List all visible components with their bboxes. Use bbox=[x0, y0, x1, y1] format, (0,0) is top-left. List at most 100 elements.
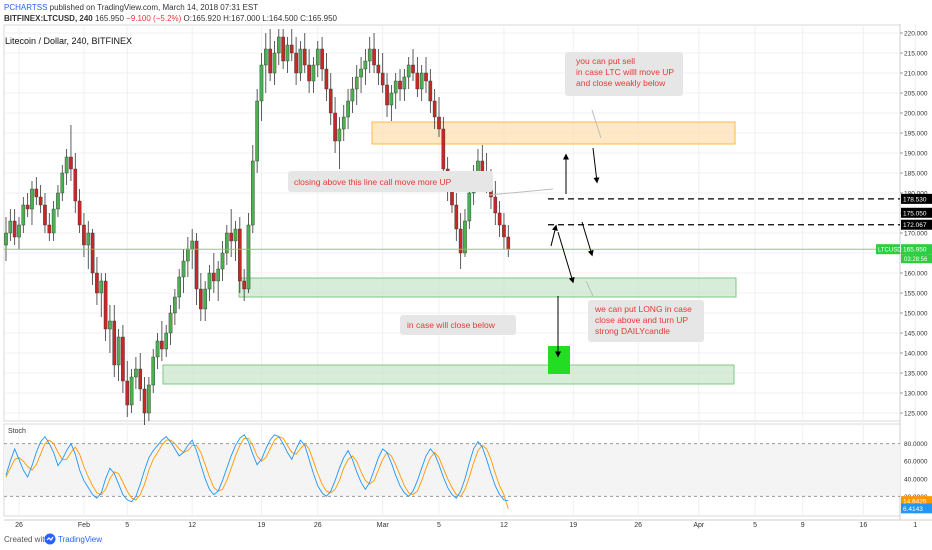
buy-zone-upper[interactable] bbox=[238, 277, 737, 298]
sell-callout-line-2: in case LTC willl move UP bbox=[576, 67, 674, 77]
long-callout[interactable] bbox=[588, 300, 704, 342]
candle-body bbox=[272, 52, 277, 74]
last-close-label-bg bbox=[901, 207, 932, 218]
candle-body bbox=[129, 376, 134, 406]
candle-body bbox=[315, 48, 320, 66]
candle-body bbox=[367, 48, 372, 62]
target-box[interactable] bbox=[548, 346, 570, 374]
level-label-upper: 178.530 bbox=[903, 196, 927, 203]
time-tick-label: Mar bbox=[377, 522, 390, 529]
candle-body bbox=[199, 288, 203, 310]
publisher-name[interactable]: PCHARTSS bbox=[4, 3, 48, 12]
close-below-callout[interactable] bbox=[400, 315, 516, 335]
price-tick-label: 130.000 bbox=[904, 391, 928, 398]
candle-body bbox=[246, 224, 251, 290]
candle-body bbox=[341, 116, 346, 130]
candle-body bbox=[30, 188, 34, 210]
candle-body bbox=[112, 320, 117, 366]
ohlc-values: O:165.920 H:167.000 L:164.500 C:165.950 bbox=[183, 14, 337, 23]
candle-body bbox=[251, 160, 255, 226]
candle-body bbox=[298, 48, 303, 74]
price-tick-label: 185.000 bbox=[904, 171, 928, 178]
candle-body bbox=[181, 260, 186, 278]
tradingview-logo-icon[interactable] bbox=[44, 533, 56, 545]
symbol-tag-bg bbox=[876, 244, 900, 255]
stoch-d-tag: 6.4143 bbox=[903, 506, 923, 513]
published-text: published on TradingView.com, March 14, … bbox=[49, 3, 259, 12]
candle-body bbox=[17, 224, 21, 238]
candle-body bbox=[463, 220, 467, 254]
candle-body bbox=[43, 204, 47, 226]
price-tick-label: 145.000 bbox=[904, 331, 928, 338]
candle-body bbox=[138, 368, 143, 390]
time-tick-label: 26 bbox=[634, 522, 642, 529]
candle-body bbox=[212, 272, 216, 282]
price-tick-label: 160.000 bbox=[904, 271, 928, 278]
candle-body bbox=[411, 64, 415, 74]
price-tick-label: 125.000 bbox=[904, 411, 928, 418]
countdown-bg bbox=[901, 254, 932, 264]
candle-body bbox=[56, 192, 60, 210]
price-tick-label: 170.000 bbox=[904, 231, 928, 238]
candle-body bbox=[467, 192, 472, 222]
symbol-line: BITFINEX:LTCUSD, 240 165.950 −9.100 (−5.… bbox=[4, 14, 337, 24]
price-tick-label: 195.000 bbox=[904, 131, 928, 138]
time-tick-label: 26 bbox=[314, 522, 322, 529]
candle-body bbox=[320, 48, 324, 70]
time-tick-label: 5 bbox=[125, 522, 129, 529]
candle-body bbox=[398, 80, 402, 90]
price-pane[interactable] bbox=[3, 24, 901, 422]
arrow-up-2 bbox=[550, 224, 558, 247]
tradingview-brand[interactable]: TradingView bbox=[58, 535, 103, 544]
time-tick-label: Apr bbox=[693, 522, 705, 529]
time-tick-label: 5 bbox=[753, 522, 757, 529]
candle-body bbox=[337, 128, 342, 142]
candle-body bbox=[354, 76, 359, 90]
candle-body bbox=[255, 100, 259, 162]
candle-body bbox=[160, 340, 164, 350]
callout-connector-1 bbox=[488, 188, 554, 196]
candle-body bbox=[229, 232, 233, 242]
chart-canvas[interactable]: you can put sell in case LTC willl move … bbox=[0, 24, 932, 530]
candle-body bbox=[493, 196, 498, 214]
candle-body bbox=[51, 208, 56, 234]
candle-body bbox=[60, 172, 65, 194]
time-tick-label: 12 bbox=[188, 522, 196, 529]
candle-body bbox=[372, 48, 376, 66]
time-tick-label: 5 bbox=[437, 522, 441, 529]
candle-body bbox=[177, 276, 182, 298]
arrow-down-3 bbox=[557, 231, 575, 284]
candle-body bbox=[64, 156, 69, 174]
candle-body bbox=[164, 332, 169, 350]
candle-body bbox=[350, 88, 355, 102]
candle-body bbox=[389, 92, 394, 106]
time-tick-label: 1 bbox=[913, 522, 917, 529]
price-tick-label: 140.000 bbox=[904, 351, 928, 358]
candle-body bbox=[82, 224, 86, 246]
stoch-axis: 20.000040.000060.000080.000014.64256.414… bbox=[901, 441, 932, 514]
breakout-callout[interactable] bbox=[288, 171, 493, 192]
stoch-d-tag-bg bbox=[901, 503, 932, 514]
last-close-label: 175.050 bbox=[903, 210, 927, 217]
candle-body bbox=[419, 72, 424, 90]
candle-body bbox=[12, 220, 17, 238]
candle-body bbox=[25, 204, 30, 210]
price-tick-label: 150.000 bbox=[904, 311, 928, 318]
symbol-label[interactable]: BITFINEX:LTCUSD, 240 bbox=[4, 14, 93, 23]
sell-callout[interactable] bbox=[565, 52, 683, 96]
stoch-tick-label: 80.0000 bbox=[904, 441, 928, 448]
candle-body bbox=[428, 80, 433, 102]
sell-callout-line-1: you can put sell bbox=[576, 56, 635, 66]
candle-body bbox=[173, 296, 177, 314]
sell-zone[interactable] bbox=[371, 121, 736, 145]
stoch-k-line bbox=[5, 434, 509, 503]
candle-body bbox=[155, 340, 160, 358]
candle-body bbox=[289, 44, 294, 54]
price-tick-label: 190.000 bbox=[904, 151, 928, 158]
close-below-callout-text: in case will close below bbox=[407, 320, 496, 330]
footer: Created with TradingView bbox=[0, 531, 932, 550]
callout-connector-3 bbox=[585, 280, 594, 297]
candle-body bbox=[402, 76, 407, 90]
buy-zone-lower[interactable] bbox=[162, 364, 735, 385]
candle-body bbox=[307, 64, 311, 82]
